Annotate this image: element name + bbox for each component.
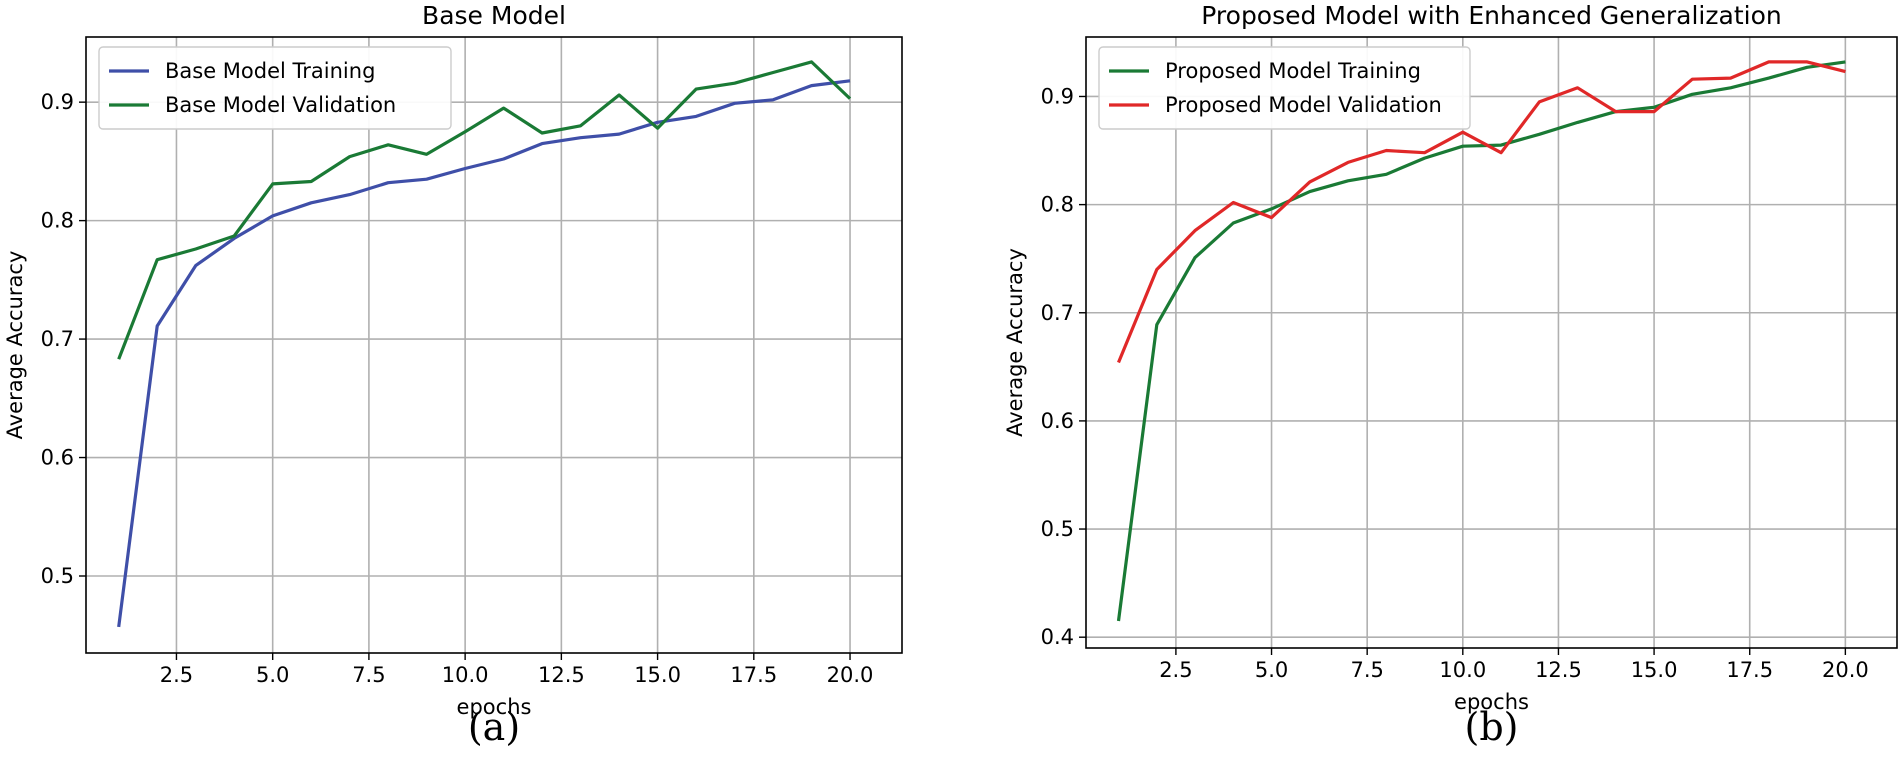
x-axis-label: epochs (457, 695, 532, 719)
legend-box (98, 46, 452, 130)
x-tick-label: 17.5 (730, 663, 777, 687)
plot-frame (85, 36, 903, 654)
x-tick-label: 2.5 (1159, 658, 1192, 682)
y-tick-label: 0.9 (1041, 84, 1074, 108)
legend: Proposed Model Training Proposed Model Va… (1098, 46, 1471, 130)
y-tick-label: 0.9 (41, 90, 74, 114)
chart-title: Base Model (422, 1, 566, 30)
x-tick-label: 10.0 (442, 663, 489, 687)
legend-label: Base Model Validation (165, 93, 396, 117)
x-tick-label: 7.5 (1350, 658, 1383, 682)
y-tick-label: 0.7 (1041, 301, 1074, 325)
x-tick-label: 20.0 (827, 663, 874, 687)
legend: Base Model Training Base Model Validation (98, 46, 452, 130)
x-tick-label: 17.5 (1726, 658, 1773, 682)
legend-label: Proposed Model Validation (1165, 93, 1442, 117)
chart-title: Proposed Model with Enhanced Generalizat… (1201, 1, 1781, 30)
plot-frame (1085, 36, 1898, 649)
y-tick-label: 0.8 (1041, 193, 1074, 217)
y-tick-label: 0.8 (41, 209, 74, 233)
y-tick-label: 0.6 (1041, 409, 1074, 433)
chart-panel-1: 2.5 5.0 7.5 10.0 12.5 15.0 17.5 20.0 0.5 0.6 0.7 0.… (3, 1, 903, 749)
series-line-1 (1116, 60, 1846, 622)
y-tick-label: 0.5 (41, 564, 74, 588)
x-axis-label: epochs (1454, 690, 1529, 714)
x-tick-label: 7.5 (352, 663, 385, 687)
x-tick-label: 15.0 (1631, 658, 1678, 682)
x-tick-label: 5.0 (256, 663, 289, 687)
series-line-1 (117, 79, 851, 628)
panel-caption: (a) (468, 705, 520, 749)
x-tick-label: 12.5 (538, 663, 585, 687)
panel-caption: (b) (1465, 705, 1519, 749)
y-axis-label: Average Accuracy (3, 251, 27, 440)
y-tick-label: 0.4 (1041, 625, 1074, 649)
series-line-2 (1117, 60, 1846, 364)
y-tick-label: 0.6 (41, 446, 74, 470)
legend-box (1098, 46, 1471, 130)
series-line-2 (117, 60, 852, 360)
legend-label: Base Model Training (165, 59, 375, 83)
x-tick-label: 5.0 (1255, 658, 1288, 682)
y-axis-label: Average Accuracy (1003, 248, 1027, 437)
x-tick-label: 20.0 (1822, 658, 1869, 682)
legend-label: Proposed Model Training (1165, 59, 1421, 83)
x-tick-label: 12.5 (1535, 658, 1582, 682)
x-tick-label: 10.0 (1439, 658, 1486, 682)
x-tick-label: 2.5 (160, 663, 193, 687)
chart-panel-2: 2.5 5.0 7.5 10.0 12.5 15.0 17.5 20.0 0.4 0.5 0.6 0.… (1003, 1, 1898, 749)
x-tick-label: 15.0 (634, 663, 681, 687)
y-tick-label: 0.5 (1041, 517, 1074, 541)
y-tick-label: 0.7 (41, 327, 74, 351)
